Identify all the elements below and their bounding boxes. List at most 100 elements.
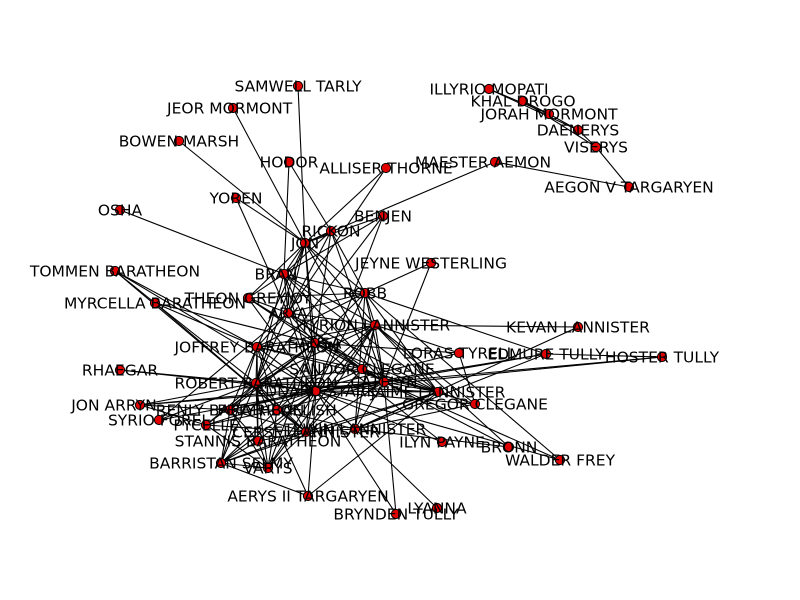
edge-sandor-cersei: [305, 368, 363, 433]
edge-jon-theon: [247, 242, 306, 299]
node-label-aerys: AERYS II TARGARYEN: [227, 488, 388, 506]
edge-pycelle-jonarryn: [139, 404, 207, 426]
node-label-jorah: JORAH MORMONT: [479, 106, 618, 124]
node-drogo: [517, 95, 529, 107]
edge-catelyn-cersei: [305, 381, 385, 433]
edge-robb-edmure: [364, 292, 547, 355]
edge-bran-arya: [283, 273, 289, 314]
edge-edmure-hoster: [545, 353, 663, 358]
node-label-jonarryn: JON ARRYN: [70, 397, 157, 415]
edge-arya-joffrey: [256, 312, 289, 348]
node-sandor: [356, 363, 368, 375]
edge-robb-arya: [287, 292, 366, 314]
node-label-hoster: HOSTER TULLY: [605, 349, 720, 367]
node-label-walder: WALDER FREY: [505, 452, 616, 470]
edge-robert-stannis: [255, 382, 259, 442]
graph-nodes: [109, 80, 668, 520]
edge-ned-littlefinger: [276, 390, 317, 411]
edge-jorah-daenerys: [548, 113, 579, 131]
edge-jeyne-robb: [364, 262, 432, 294]
edge-tyrion-jaime: [374, 324, 439, 393]
edge-tyrion-kevan: [374, 324, 579, 328]
edge-joffrey-sansa: [256, 342, 316, 348]
node-edmure: [540, 348, 552, 360]
node-gregor: [469, 398, 481, 410]
edge-yoren-jon: [235, 197, 306, 244]
edge-tyrion-tywin: [354, 324, 376, 430]
node-label-arya: ARYA: [268, 305, 308, 323]
node-label-theon: THEON GREYJOY: [183, 290, 312, 308]
node-illyrio: [483, 83, 495, 95]
edge-samwell-jon: [297, 85, 306, 244]
edge-jeyne-catelyn: [383, 262, 432, 383]
edge-ned-aerys: [307, 390, 317, 497]
node-pycelle: [200, 419, 212, 431]
node-label-cersei: CERSEI LANNISTER: [232, 424, 380, 442]
node-label-gregor: GREGOR CLEGANE: [402, 396, 548, 414]
edge-sansa-renly: [229, 342, 316, 411]
edge-tyrion-gregor: [374, 324, 476, 405]
node-loras: [453, 347, 465, 359]
node-label-illyrio: ILLYRIO MOPATI: [429, 81, 548, 99]
edge-cersei-varys: [267, 431, 307, 469]
edge-joffrey-cersei: [256, 346, 307, 433]
node-label-viserys: VISERYS: [564, 139, 628, 157]
edge-sandor-jaime: [361, 368, 439, 393]
edge-ned-walder: [315, 390, 561, 461]
node-ned: [310, 385, 322, 397]
edge-sansa-sandor: [314, 342, 363, 370]
edge-tyrion-ned: [315, 324, 376, 392]
node-label-drogo: KHAL DROGO: [470, 93, 575, 111]
node-jaime: [432, 386, 444, 398]
edge-tywin-kevan: [354, 326, 579, 430]
node-label-renly: RENLY BARATHEON: [156, 402, 305, 420]
edge-jaime-gregor: [437, 391, 476, 405]
node-label-robert: ROBERT BARATHEON: [175, 375, 338, 393]
edge-robert-jaime: [255, 382, 439, 393]
node-barristan: [215, 457, 227, 469]
node-hodor: [283, 156, 295, 168]
node-label-syrio: SYRIO FOREL: [108, 412, 210, 430]
node-label-loras: LORAS TYRELL: [403, 345, 516, 363]
node-label-joffrey: JOFFREY BARATHEON: [173, 339, 339, 357]
node-brynden: [390, 508, 402, 520]
node-theon: [242, 292, 254, 304]
edge-tywin-littlefinger: [276, 409, 356, 430]
edge-littlefinger-varys: [267, 409, 278, 469]
edge-ned-jaime: [315, 390, 439, 393]
node-label-jeyne: JEYNE WESTERLING: [354, 255, 507, 273]
node-label-aegon: AEGON V TARGARYEN: [544, 179, 714, 197]
node-rickon: [325, 225, 337, 237]
node-hoster: [656, 351, 668, 363]
node-label-littlefinger: PETYR BAELISH: [217, 402, 337, 420]
edge-tyrion-loras: [374, 324, 460, 354]
edge-robert-jonarryn: [139, 382, 257, 406]
edge-rickon-robb: [330, 230, 366, 294]
edge-jon-ned: [304, 242, 317, 392]
edge-rhaegar-ned: [119, 369, 317, 392]
edge-theon-arya: [247, 297, 289, 314]
node-label-sandor: SANDOR CLEGANE: [289, 361, 434, 379]
edge-loras-gregor: [458, 352, 476, 405]
edge-benjen-robert: [255, 215, 384, 384]
node-label-jon: JON: [290, 235, 319, 253]
node-kevan: [572, 321, 584, 333]
edge-catelyn-bronn: [383, 381, 510, 448]
node-label-rhaegar: RHAEGAR: [82, 362, 158, 380]
edge-catelyn-jonarryn: [139, 381, 385, 406]
node-catelyn: [378, 376, 390, 388]
node-jon: [299, 237, 311, 249]
node-label-aemon: MAESTER AEMON: [415, 154, 551, 172]
edge-robert-catelyn: [255, 381, 385, 384]
node-aegon: [623, 181, 635, 193]
edge-robert-littlefinger: [255, 382, 278, 411]
node-label-pycelle: PYCELLE: [173, 417, 238, 435]
node-label-jaime: JAIME LANNISTER: [370, 384, 506, 402]
edge-renly-varys: [229, 409, 269, 469]
edge-sansa-littlefinger: [276, 342, 316, 411]
node-stannis: [252, 435, 264, 447]
node-bowen: [173, 135, 185, 147]
edge-theon-ned: [247, 297, 317, 392]
node-tyrion: [369, 319, 381, 331]
